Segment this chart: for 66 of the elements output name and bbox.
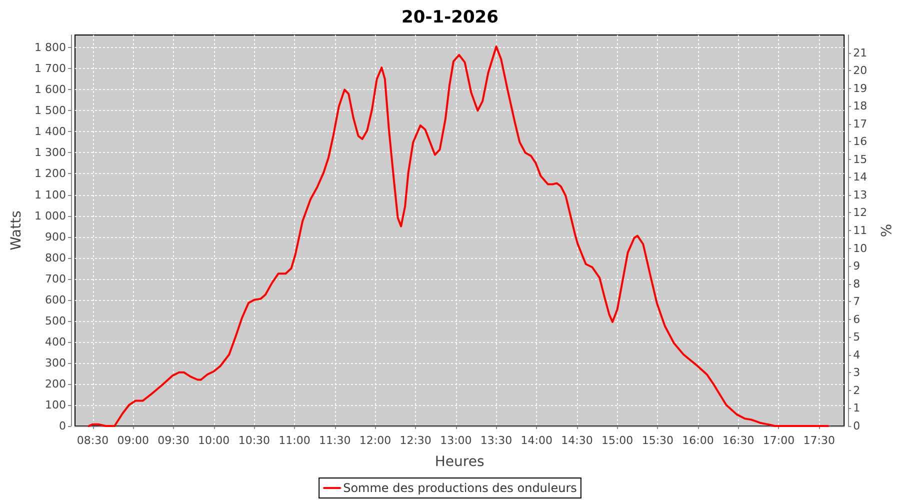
y-tick-label: 500 <box>45 314 66 328</box>
x-tick-label: 13:00 <box>440 434 472 447</box>
x-tick-label: 15:00 <box>601 434 634 447</box>
y2-tick-label: 3 <box>853 366 860 380</box>
y2-tick-label: 12 <box>853 206 868 220</box>
y-tick-label: 800 <box>45 251 66 264</box>
y2-tick-label: 18 <box>853 100 868 113</box>
y2-tick-label: 7 <box>853 295 860 308</box>
y-tick-label: 100 <box>45 398 66 412</box>
y-tick-label: 1 700 <box>34 62 66 76</box>
x-tick-label: 12:30 <box>400 434 432 447</box>
y2-tick-label: 8 <box>853 277 860 290</box>
y2-tick-label: 9 <box>853 260 860 273</box>
x-tick-label: 10:00 <box>198 434 230 447</box>
y-tick-label: 0 <box>59 420 66 432</box>
y-tick-label: 600 <box>45 293 66 306</box>
y2-tick-label: 13 <box>853 188 868 202</box>
y-tick-label: 1 500 <box>34 104 66 118</box>
y-tick-label: 200 <box>45 377 66 390</box>
chart-title: 20-1-2026 <box>402 8 498 28</box>
x-axis-title: Heures <box>434 454 484 470</box>
y2-tick-label: 2 <box>853 384 860 397</box>
y2-tick-label: 0 <box>853 420 860 432</box>
y2-tick-label: 5 <box>853 330 860 344</box>
y2-axis-title: % <box>877 224 893 238</box>
x-tick-label: 12:00 <box>359 434 392 447</box>
y2-tick-label: 10 <box>853 242 868 255</box>
x-tick-label: 11:00 <box>278 434 310 447</box>
x-tick-label: 11:30 <box>319 434 351 447</box>
y2-tick-label: 17 <box>853 117 868 130</box>
x-tick-label: 13:30 <box>480 434 512 447</box>
y-tick-label: 300 <box>45 356 66 370</box>
x-tick-label: 09:30 <box>158 434 190 447</box>
y2-tick-label: 4 <box>853 348 860 362</box>
y-tick-label: 1 200 <box>34 167 66 180</box>
y2-tick-label: 20 <box>853 64 868 78</box>
y2-tick-label: 14 <box>853 170 868 184</box>
y2-tick-label: 11 <box>853 224 868 237</box>
line-series <box>88 46 829 427</box>
y-tick-label: 900 <box>45 230 66 244</box>
x-tick-label: 16:30 <box>722 434 754 447</box>
x-tick-label: 17:00 <box>762 434 795 447</box>
y-tick-label: 1 600 <box>34 83 66 96</box>
x-tick-label: 16:00 <box>682 434 714 447</box>
legend-label: Somme des productions des onduleurs <box>343 481 577 495</box>
y-tick-label: 1 100 <box>34 188 66 202</box>
x-tick-label: 08:30 <box>76 434 109 447</box>
y2-tick-label: 1 <box>853 402 860 415</box>
x-tick-label: 10:30 <box>238 434 270 447</box>
x-tick-label: 14:30 <box>561 434 593 447</box>
x-tick-label: 15:30 <box>642 434 674 447</box>
y-tick-label: 1 000 <box>34 209 66 222</box>
y2-tick-label: 21 <box>853 46 868 60</box>
y-tick-label: 700 <box>45 272 66 286</box>
y-axis-title: Watts <box>8 210 25 250</box>
y-tick-label: 400 <box>45 335 66 348</box>
x-tick-label: 17:30 <box>803 434 835 447</box>
y-tick-label: 1 400 <box>34 125 66 138</box>
x-tick-label: 14:00 <box>520 434 552 447</box>
y-tick-label: 1 300 <box>34 146 66 160</box>
y2-tick-label: 15 <box>853 152 868 166</box>
y2-tick-label: 6 <box>853 312 860 326</box>
y2-tick-label: 16 <box>853 135 868 148</box>
y2-tick-label: 19 <box>853 82 868 95</box>
x-tick-label: 09:00 <box>117 434 149 447</box>
y-tick-label: 1 800 <box>34 41 66 54</box>
